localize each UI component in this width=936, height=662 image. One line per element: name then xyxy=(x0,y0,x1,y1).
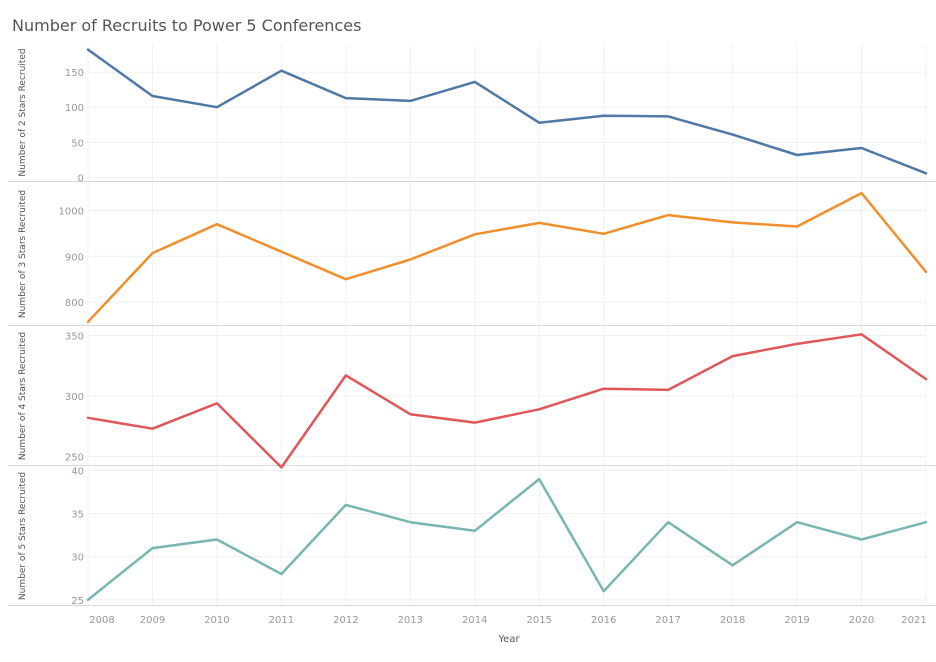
y-axis-label: Number of 3 Stars Recruited xyxy=(18,190,28,318)
data-point xyxy=(150,546,154,550)
y-tick-label: 1000 xyxy=(59,206,84,217)
data-point xyxy=(666,388,670,392)
y-tick-label: 150 xyxy=(65,68,84,79)
data-point xyxy=(602,387,606,391)
x-tick-label: 2014 xyxy=(462,615,487,626)
series-line xyxy=(86,191,928,324)
x-tick-label: 2019 xyxy=(784,615,809,626)
data-point xyxy=(860,537,864,541)
data-point xyxy=(279,69,283,73)
data-point xyxy=(150,427,154,431)
data-point xyxy=(602,232,606,236)
y-tick-label: 900 xyxy=(65,252,84,263)
data-point xyxy=(731,220,735,224)
data-point xyxy=(860,332,864,336)
x-tick-label: 2008 xyxy=(89,615,114,626)
data-point xyxy=(86,320,90,324)
x-tick-label: 2020 xyxy=(849,615,874,626)
x-tick-label: 2013 xyxy=(398,615,423,626)
data-point xyxy=(86,48,90,52)
data-point xyxy=(666,520,670,524)
x-tick-label: 2009 xyxy=(140,615,165,626)
data-point xyxy=(537,407,541,411)
data-point xyxy=(795,342,799,346)
data-point xyxy=(215,537,219,541)
data-point xyxy=(344,96,348,100)
data-point xyxy=(860,146,864,150)
y-axis-label: Number of 2 Stars Recruited xyxy=(18,48,28,176)
data-point xyxy=(473,232,477,236)
x-tick-label: 2010 xyxy=(204,615,229,626)
y-axis-label: Number of 4 Stars Recruited xyxy=(18,332,28,460)
data-point xyxy=(408,99,412,103)
data-point xyxy=(344,277,348,281)
y-tick-label: 0 xyxy=(78,173,84,184)
data-point xyxy=(344,503,348,507)
data-point xyxy=(215,401,219,405)
y-tick-label: 250 xyxy=(65,453,84,464)
data-point xyxy=(666,213,670,217)
data-point xyxy=(344,373,348,377)
y-tick-label: 25 xyxy=(71,596,84,607)
data-point xyxy=(795,153,799,157)
data-point xyxy=(86,416,90,420)
x-axis-label: Year xyxy=(497,634,520,645)
x-tick-label: 2021 xyxy=(901,615,926,626)
data-point xyxy=(86,598,90,602)
data-point xyxy=(731,354,735,358)
y-tick-label: 35 xyxy=(71,510,84,521)
data-point xyxy=(473,529,477,533)
series-line xyxy=(86,477,928,602)
x-tick-label: 2018 xyxy=(720,615,745,626)
data-point xyxy=(408,257,412,261)
chart-title: Number of Recruits to Power 5 Conference… xyxy=(12,16,362,35)
x-tick-label: 2016 xyxy=(591,615,616,626)
x-tick-label: 2011 xyxy=(269,615,294,626)
data-point xyxy=(215,105,219,109)
series-line xyxy=(86,48,928,175)
data-point xyxy=(860,191,864,195)
data-point xyxy=(666,114,670,118)
data-point xyxy=(795,520,799,524)
data-point xyxy=(150,94,154,98)
y-tick-label: 50 xyxy=(71,138,84,149)
data-point xyxy=(279,465,283,469)
y-axis-label: Number of 5 Stars Recruited xyxy=(18,472,28,600)
data-point xyxy=(795,225,799,229)
data-point xyxy=(924,520,928,524)
data-point xyxy=(215,222,219,226)
x-tick-label: 2017 xyxy=(655,615,680,626)
data-point xyxy=(408,412,412,416)
data-point xyxy=(279,250,283,254)
y-tick-label: 40 xyxy=(71,466,84,477)
data-point xyxy=(924,270,928,274)
x-tick-label: 2015 xyxy=(527,615,552,626)
y-tick-label: 100 xyxy=(65,103,84,114)
data-point xyxy=(602,114,606,118)
data-point xyxy=(537,221,541,225)
data-point xyxy=(924,377,928,381)
data-point xyxy=(602,589,606,593)
data-point xyxy=(279,572,283,576)
y-tick-label: 300 xyxy=(65,392,84,403)
y-tick-label: 30 xyxy=(71,553,84,564)
data-point xyxy=(150,251,154,255)
series-line xyxy=(86,333,928,469)
y-tick-label: 800 xyxy=(65,298,84,309)
data-point xyxy=(408,520,412,524)
data-point xyxy=(537,477,541,481)
data-point xyxy=(537,121,541,125)
x-tick-label: 2012 xyxy=(333,615,358,626)
data-point xyxy=(731,133,735,137)
data-point xyxy=(731,563,735,567)
data-point xyxy=(473,80,477,84)
data-point xyxy=(924,171,928,175)
data-point xyxy=(473,421,477,425)
y-tick-label: 350 xyxy=(65,331,84,342)
